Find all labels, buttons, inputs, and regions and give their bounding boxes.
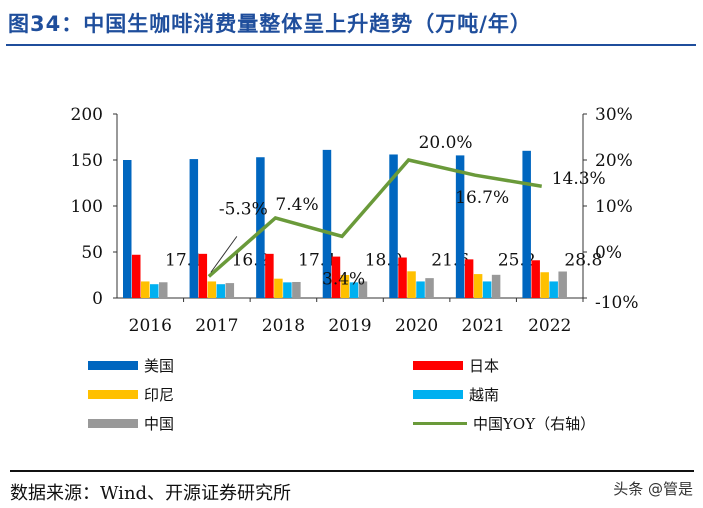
- y-tick-label: 200: [71, 105, 103, 125]
- y2-tick-label: 0%: [595, 243, 622, 263]
- legend-label: 美国: [144, 357, 175, 375]
- y-tick-label: 100: [71, 197, 103, 217]
- bar-印尼: [340, 275, 350, 298]
- china-value-label: 28.8: [564, 250, 602, 270]
- bar-中国: [292, 281, 301, 298]
- y2-tick-label: 30%: [595, 105, 633, 125]
- legend-swatch: [88, 361, 138, 370]
- y-tick-label: 150: [71, 151, 103, 171]
- bar-日本: [398, 257, 407, 298]
- bar-中国: [358, 281, 368, 298]
- y-tick-label: 0: [92, 289, 103, 309]
- source-text: 数据来源：Wind、开源证券研究所: [10, 483, 292, 504]
- bar-日本: [531, 260, 540, 298]
- bar-中国: [225, 283, 235, 298]
- bar-中国: [159, 282, 168, 298]
- x-tick-label: 2020: [395, 316, 438, 336]
- bar-美国: [189, 159, 199, 298]
- bar-印尼: [540, 272, 549, 298]
- legend-swatch: [413, 422, 467, 425]
- bar-越南: [482, 281, 492, 298]
- bar-印尼: [141, 281, 150, 298]
- title-divider: [6, 44, 696, 46]
- x-tick-label: 2018: [262, 316, 305, 336]
- legend-swatch: [88, 390, 138, 399]
- source-divider: [10, 470, 694, 472]
- y-tick-label: 50: [81, 243, 103, 263]
- yoy-label: 14.3%: [552, 169, 606, 189]
- bar-越南: [549, 281, 558, 298]
- bar-印尼: [274, 278, 283, 298]
- y2-tick-label: 10%: [595, 197, 633, 217]
- yoy-label: 16.7%: [455, 188, 509, 208]
- leader-line: [210, 236, 238, 273]
- bar-美国: [389, 154, 398, 298]
- legend-label: 中国YOY（右轴）: [473, 415, 596, 433]
- yoy-label: 7.4%: [275, 195, 318, 215]
- x-tick-label: 2017: [195, 316, 238, 336]
- legend-item: 日本: [413, 355, 499, 376]
- bar-越南: [216, 284, 226, 298]
- legend-swatch: [88, 419, 138, 428]
- bar-美国: [256, 157, 265, 298]
- watermark: 头条 @管是: [613, 480, 693, 498]
- x-tick-label: 2022: [528, 316, 571, 336]
- bar-日本: [331, 256, 341, 298]
- x-tick-label: 2021: [462, 316, 505, 336]
- bar-美国: [455, 155, 465, 298]
- y2-tick-label: -10%: [595, 293, 639, 313]
- bar-印尼: [207, 281, 217, 298]
- bar-印尼: [407, 271, 416, 298]
- legend-label: 越南: [469, 386, 500, 404]
- chart-title: 图34：中国生咖啡消费量整体呈上升趋势（万吨/年）: [8, 12, 532, 36]
- legend-swatch: [413, 361, 463, 370]
- yoy-label: -5.3%: [219, 199, 268, 219]
- legend-item: 美国: [88, 355, 174, 376]
- bar-美国: [322, 149, 332, 298]
- bar-越南: [283, 282, 292, 298]
- bar-日本: [464, 259, 474, 298]
- legend-swatch: [413, 390, 463, 399]
- bar-越南: [150, 284, 159, 298]
- bar-中国: [491, 274, 501, 298]
- legend-label: 日本: [469, 357, 500, 375]
- bar-美国: [522, 150, 531, 298]
- x-tick-label: 2016: [129, 316, 172, 336]
- bar-中国: [425, 278, 434, 298]
- legend-label: 印尼: [144, 386, 175, 404]
- legend-item: 中国YOY（右轴）: [413, 413, 595, 434]
- yoy-label: 3.4%: [322, 269, 365, 289]
- chart: 050100150200-10%0%10%20%30%201617.120171…: [71, 105, 639, 336]
- bar-日本: [198, 253, 208, 298]
- legend-label: 中国: [144, 415, 175, 433]
- yoy-label: 20.0%: [419, 133, 473, 153]
- bar-中国: [558, 271, 567, 298]
- legend-item: 越南: [413, 384, 499, 405]
- legend-item: 中国: [88, 413, 174, 434]
- bar-日本: [265, 253, 274, 298]
- x-tick-label: 2019: [328, 316, 371, 336]
- bar-越南: [349, 282, 359, 298]
- y2-tick-label: 20%: [595, 151, 633, 171]
- bar-越南: [416, 281, 425, 298]
- bar-美国: [123, 160, 132, 298]
- bar-印尼: [473, 274, 483, 298]
- legend-item: 印尼: [88, 384, 174, 405]
- bar-日本: [132, 254, 141, 298]
- yoy-line: [207, 158, 543, 278]
